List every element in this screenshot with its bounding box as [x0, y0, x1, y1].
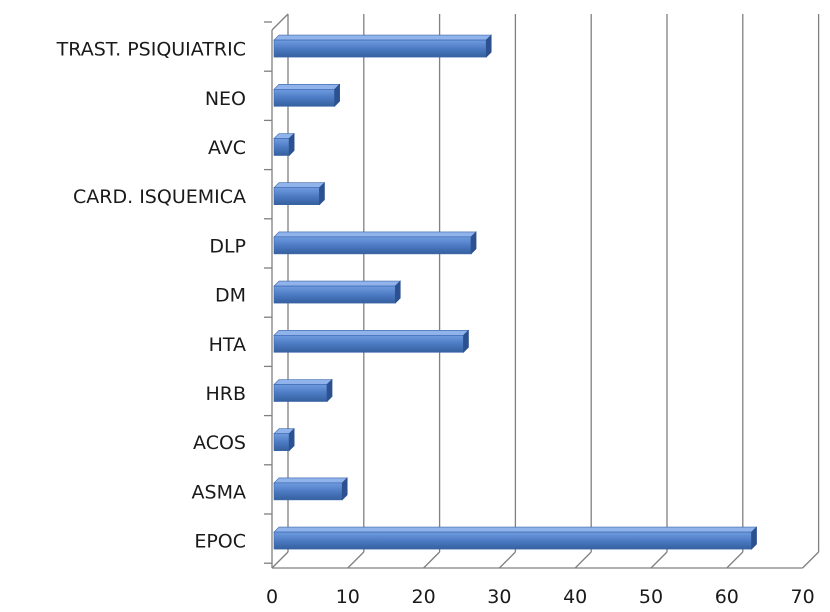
bar-top-face: [273, 379, 333, 385]
x-tick-label: 50: [639, 586, 663, 608]
bar-front-face: [273, 89, 335, 107]
category-label: EPOC: [194, 531, 246, 553]
category-label: TRAST. PSIQUIATRIC: [56, 39, 246, 61]
bars: [273, 34, 758, 550]
bar-front-face: [273, 236, 472, 255]
bar-end-face: [485, 34, 492, 58]
x-tick-label: 30: [487, 586, 511, 608]
floor-line-50: [650, 551, 668, 569]
category-label: ACOS: [193, 432, 246, 454]
category-label: CARD. ISQUEMICA: [73, 186, 246, 208]
bar-front-face: [273, 285, 396, 304]
bar-epoc: [273, 526, 758, 550]
bar-end-face: [470, 231, 477, 255]
category-labels: EPOC ASMA ACOS HRB HTA DM DLP CARD. ISQUEMICA AV…: [56, 39, 246, 553]
bar-hrb: [273, 378, 333, 403]
x-tick-label: 20: [412, 586, 436, 608]
floor-line-10: [347, 551, 365, 569]
floor-line-30: [498, 551, 516, 569]
bar-acos: [273, 427, 295, 452]
bar-front-face: [273, 334, 464, 353]
bar-top-face: [273, 34, 492, 41]
bar-hta: [273, 329, 470, 354]
bar-top-face: [273, 526, 758, 533]
bar-trast-psiquiatric: [273, 34, 492, 58]
x-tick-label: 0: [266, 586, 278, 608]
bar-dlp: [273, 231, 477, 255]
bar-end-face: [319, 181, 325, 206]
x-tick-label: 40: [563, 586, 587, 608]
bar-top-face: [273, 280, 402, 287]
bar-top-face: [273, 182, 326, 188]
bar-front-face: [273, 187, 320, 205]
bar-top-face: [273, 231, 477, 238]
x-tick-label: 10: [336, 586, 360, 608]
floor-line-70: [802, 551, 820, 569]
category-label: NEO: [205, 88, 246, 110]
bar-end-face: [288, 132, 295, 157]
floor-line-0: [271, 551, 289, 569]
category-label: HRB: [205, 383, 246, 405]
bar-front-face: [273, 433, 290, 452]
bar-end-face: [463, 329, 469, 354]
bar-end-face: [288, 427, 295, 452]
y-axis-top-edge: [271, 13, 289, 31]
x-tick-labels: 0 10 20 30 40 50 60 70: [266, 586, 815, 608]
category-label: AVC: [208, 137, 246, 159]
bar-top-face: [273, 477, 348, 484]
category-label: DLP: [209, 235, 246, 257]
axes: [264, 13, 803, 569]
category-label: HTA: [209, 334, 246, 356]
floor-line-60: [726, 551, 744, 569]
bar-front-face: [273, 384, 328, 402]
gridlines: [271, 14, 820, 569]
bar-front-face: [273, 531, 752, 550]
bar-end-face: [326, 378, 333, 403]
bar-card-isquemica: [273, 181, 326, 206]
bar-end-face: [341, 477, 348, 501]
bar-dm: [273, 280, 402, 304]
bar-front-face: [273, 39, 487, 58]
bar-neo: [273, 83, 341, 108]
bar-top-face: [273, 329, 470, 336]
category-label: DM: [215, 285, 246, 307]
bar-end-face: [751, 526, 757, 550]
category-label: ASMA: [192, 481, 246, 503]
bar-avc: [273, 132, 295, 157]
bar-front-face: [273, 138, 290, 156]
bar-asma: [273, 477, 348, 501]
bar-end-face: [334, 83, 340, 108]
bar-front-face: [273, 482, 343, 501]
bar-end-face: [394, 280, 401, 304]
bar-top-face: [273, 84, 341, 90]
floor-line-20: [423, 551, 441, 569]
x-tick-label: 60: [715, 586, 739, 608]
x-tick-label: 70: [791, 586, 815, 608]
floor-line-40: [574, 551, 592, 569]
